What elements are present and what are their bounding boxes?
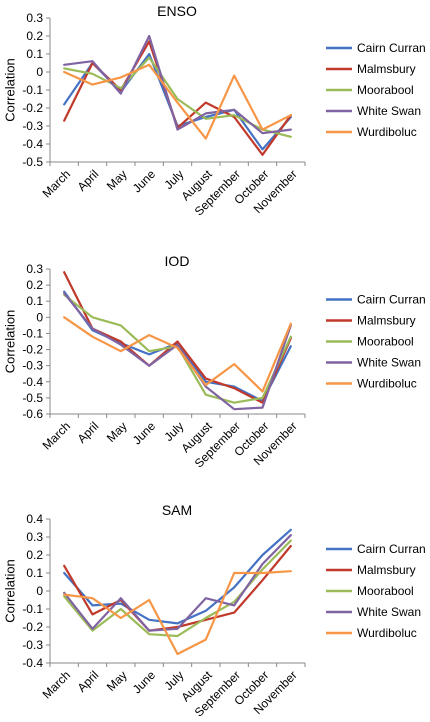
y-tick-label: 0.1 (26, 566, 43, 580)
y-tick-label: -0.5 (22, 155, 43, 169)
legend-label: White Swan (357, 605, 421, 619)
legend-label: Cairn Curran (357, 293, 426, 307)
series-line-wurdiboluc (63, 63, 292, 140)
y-tick-label: -0.3 (22, 119, 43, 133)
chart-panel-enso: ENSO Correlation 0.3 0.2 0.1 0 -0.1 -0.2 -0.3 -0.… (3, 3, 426, 218)
x-tick-label: May (104, 167, 130, 193)
chart-legend: Cairn Curran Malmsbury Moorabool White Swan… (326, 542, 426, 640)
series-line-white-swan (63, 292, 292, 411)
y-tick-label: -0.2 (22, 343, 43, 357)
legend-label: Moorabool (357, 83, 414, 97)
x-tick-label: April (75, 419, 102, 446)
series-line-malmsbury (63, 271, 292, 404)
x-tick-label: June (130, 668, 159, 697)
chart-title: IOD (165, 253, 190, 269)
legend-label: Wurdiboluc (357, 377, 417, 391)
y-tick-label: -0.2 (22, 620, 43, 634)
y-tick-label: -0.3 (22, 638, 43, 652)
y-axis-label: Correlation (3, 310, 18, 374)
y-axis-label: Correlation (3, 559, 18, 623)
legend-label: Moorabool (357, 335, 414, 349)
legend-label: Wurdiboluc (357, 626, 417, 640)
chart-panel-iod: IOD Correlation 0.3 0.2 0.1 0 -0.1 -0.2 -0.3 -0.4… (3, 253, 426, 470)
series-line-wurdiboluc (63, 570, 292, 656)
legend-label: Malmsbury (357, 62, 416, 76)
y-tick-label: -0.3 (22, 359, 43, 373)
y-tick-label: -0.1 (22, 602, 43, 616)
y-tick-label: 0 (36, 65, 43, 79)
series-line-white-swan (63, 534, 292, 632)
y-tick-label: 0.2 (26, 29, 43, 43)
y-tick-label: -0.5 (22, 391, 43, 405)
y-tick-label: 0.3 (26, 530, 43, 544)
legend-label: White Swan (357, 104, 421, 118)
y-tick-label: 0.3 (26, 262, 43, 276)
series-line-moorabool (63, 539, 292, 638)
legend-label: Malmsbury (357, 563, 416, 577)
series-line-malmsbury (63, 544, 292, 632)
series-line-white-swan (63, 34, 292, 135)
x-tick-label: March (40, 419, 73, 452)
y-tick-label: 0 (36, 584, 43, 598)
y-tick-label: 0.3 (26, 11, 43, 25)
y-tick-label: -0.4 (22, 137, 43, 151)
x-tick-label: May (104, 419, 130, 445)
y-tick-label: -0.1 (22, 83, 43, 97)
chart-title: ENSO (157, 3, 197, 19)
y-tick-label: -0.2 (22, 101, 43, 115)
legend-label: Cairn Curran (357, 41, 426, 55)
x-tick-label: May (104, 668, 130, 694)
legend-label: White Swan (357, 356, 421, 370)
y-tick-label: 0.2 (26, 548, 43, 562)
y-tick-label: -0.4 (22, 656, 43, 670)
series-line-wurdiboluc (63, 316, 292, 393)
x-tick-label: June (130, 167, 159, 196)
legend-label: Cairn Curran (357, 542, 426, 556)
chart-title: SAM (162, 502, 192, 518)
y-tick-label: -0.1 (22, 326, 43, 340)
y-tick-label: -0.4 (22, 375, 43, 389)
legend-label: Moorabool (357, 584, 414, 598)
legend-label: Wurdiboluc (357, 125, 417, 139)
chart-legend: Cairn Curran Malmsbury Moorabool White Swan… (326, 41, 426, 139)
chart-panel-sam: SAM Correlation 0.4 0.3 0.2 0.1 0 -0.1 -0.2 -0.3 -… (3, 502, 426, 719)
x-tick-label: April (75, 668, 102, 695)
x-tick-label: March (40, 668, 73, 701)
y-tick-label: -0.6 (22, 407, 43, 421)
y-tick-label: 0.1 (26, 47, 43, 61)
y-tick-label: 0 (36, 310, 43, 324)
x-tick-label: June (130, 419, 159, 448)
y-axis-label: Correlation (3, 58, 18, 122)
y-tick-label: 0.2 (26, 278, 43, 292)
x-tick-label: April (75, 167, 102, 194)
x-tick-label: March (40, 167, 73, 200)
y-tick-label: 0.4 (26, 512, 43, 526)
chart-legend: Cairn Curran Malmsbury Moorabool White Swan… (326, 293, 426, 391)
legend-label: Malmsbury (357, 314, 416, 328)
y-tick-label: 0.1 (26, 294, 43, 308)
